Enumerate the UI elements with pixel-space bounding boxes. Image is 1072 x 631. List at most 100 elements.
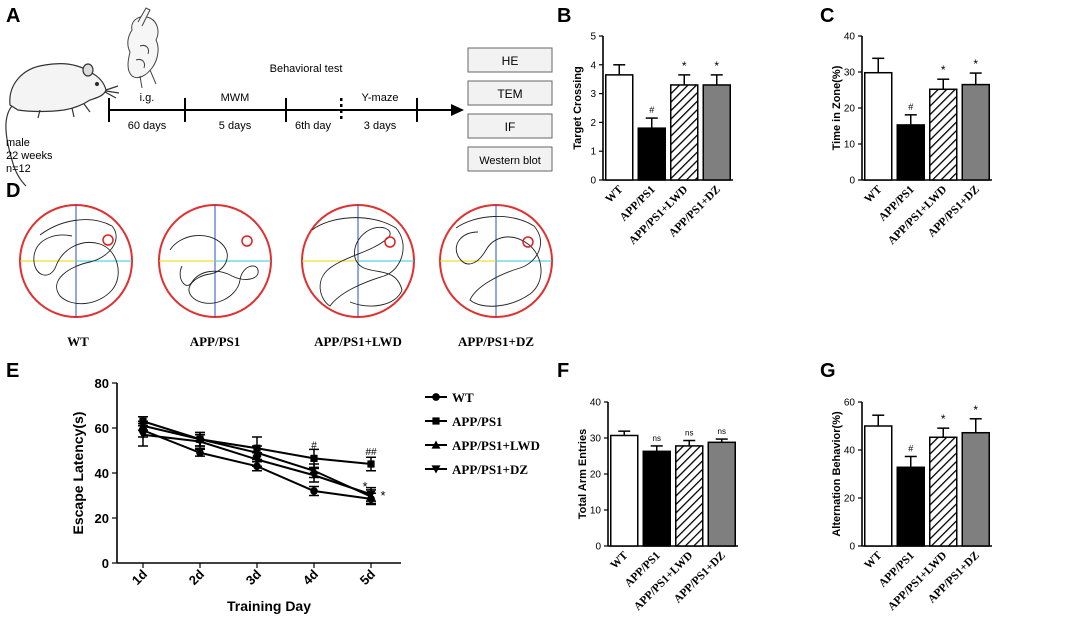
significance-mark: # xyxy=(311,440,317,451)
y-tick-label: 0 xyxy=(849,542,855,553)
y-tick-label: 0 xyxy=(102,556,109,571)
bar-app-ps1 xyxy=(896,466,925,547)
assay-box-he: HE xyxy=(467,47,553,73)
x-tick-label: 4d xyxy=(300,566,321,587)
panel-label-a: A xyxy=(6,5,20,27)
y-tick-label: 30 xyxy=(844,68,856,79)
legend-marker xyxy=(431,465,441,474)
x-axis-label: Training Day xyxy=(227,598,311,614)
series-wt: WT xyxy=(138,390,474,506)
y-tick-label: 40 xyxy=(844,446,856,457)
bar-app-ps1-lwd xyxy=(675,445,704,547)
swim-label-wt: WT xyxy=(67,334,89,349)
swim-label-app-ps1-lwd: APP/PS1+LWD xyxy=(314,334,402,349)
bar-wt xyxy=(864,425,893,547)
panel-label-g: G xyxy=(820,360,836,382)
swim-paths: WT APP/PS1 APP/PS1+LWD APP/PS1+DZ xyxy=(19,204,553,349)
significance-mark: * xyxy=(941,412,946,426)
y-axis-label: Target Crossing xyxy=(572,66,584,150)
assay-he-label: HE xyxy=(502,54,519,68)
swim-pool-app-ps1-dz xyxy=(439,204,553,318)
panel-label-e: E xyxy=(6,360,19,382)
y-tick-label: 30 xyxy=(590,434,602,445)
bar-app-ps1-dz xyxy=(707,441,736,547)
data-point xyxy=(366,490,376,499)
x-tick-label: APP/PS1+LWD xyxy=(886,550,949,613)
significance-mark: * xyxy=(973,57,978,71)
swim-label-app-ps1-dz: APP/PS1+DZ xyxy=(458,334,534,349)
x-tick-label: APP/PS1+LWD xyxy=(627,184,690,247)
bar-app-ps1 xyxy=(642,450,671,547)
segment-4-top: Y-maze xyxy=(362,92,399,104)
bar-app-ps1-dz xyxy=(961,431,990,547)
series-app-ps1-dz: APP/PS1+DZ xyxy=(138,422,528,502)
significance-mark: # xyxy=(908,443,913,453)
bar-app-ps1 xyxy=(896,124,925,181)
data-point xyxy=(196,448,204,457)
y-tick-label: 40 xyxy=(590,398,602,409)
y-tick-label: 40 xyxy=(844,32,856,43)
y-tick-label: 60 xyxy=(95,421,109,436)
segment-4-bottom: 3 days xyxy=(364,120,397,132)
data-point xyxy=(310,454,318,462)
y-tick-label: 60 xyxy=(844,398,856,409)
legend-marker xyxy=(432,417,440,425)
assay-box-western: Western blot xyxy=(467,146,553,172)
significance-mark: * xyxy=(362,479,367,494)
legend-marker xyxy=(431,440,441,449)
bar-wt xyxy=(610,434,639,547)
bar-wt xyxy=(864,71,893,181)
series-app-ps1: APP/PS1 xyxy=(138,414,503,472)
data-point xyxy=(310,487,318,495)
significance-mark: ns xyxy=(653,434,661,443)
y-axis-label: Time in Zone(%) xyxy=(831,65,843,150)
segment-2-top: MWM xyxy=(221,92,250,104)
panel-label-d: D xyxy=(6,180,20,202)
data-point xyxy=(367,460,375,468)
mouse-icon xyxy=(5,63,120,187)
mouse-caption-1: male xyxy=(6,137,30,149)
mouse-caption-2: 22 weeks xyxy=(6,150,53,162)
timeline-dotted-tick xyxy=(340,98,343,119)
significance-mark: * xyxy=(973,403,978,417)
segment-1-top: i.g. xyxy=(140,92,155,104)
significance-mark: ## xyxy=(365,447,377,458)
bar-app-ps1-lwd xyxy=(670,84,699,181)
gavage-hand-icon xyxy=(127,7,159,89)
significance-mark: * xyxy=(941,63,946,77)
x-tick-label: WT xyxy=(608,549,630,571)
y-tick-label: 20 xyxy=(590,470,602,481)
bar-wt xyxy=(605,74,634,181)
data-point xyxy=(309,471,319,480)
timeline-arrowhead xyxy=(451,104,464,116)
assay-box-if: IF xyxy=(467,113,553,139)
y-tick-label: 80 xyxy=(95,376,109,391)
data-point xyxy=(252,455,262,464)
y-axis-label: Total Arm Entries xyxy=(577,429,589,519)
mouse-caption-3: n=12 xyxy=(6,163,31,175)
significance-mark: * xyxy=(682,59,687,73)
y-tick-label: 20 xyxy=(844,494,856,505)
y-tick-label: 2 xyxy=(590,118,596,129)
x-tick-label: APP/PS1+LWD xyxy=(886,184,949,247)
y-tick-label: 20 xyxy=(844,104,856,115)
segment-3-bottom: 6th day xyxy=(295,120,332,132)
x-tick-label: 1d xyxy=(129,566,150,587)
legend-label: APP/PS1+LWD xyxy=(452,438,540,453)
assay-box-tem: TEM xyxy=(467,80,553,106)
swim-pool-wt xyxy=(19,204,133,318)
y-axis-label: Escape Latency(s) xyxy=(70,412,86,535)
data-point xyxy=(138,431,148,440)
segment-2-bottom: 5 days xyxy=(219,120,252,132)
chart-escape-latency: 0 20 40 60 80 Escape Latency(s) 1d 2d 3d 4d 5d Trai… xyxy=(70,376,540,614)
segment-1-bottom: 60 days xyxy=(128,120,167,132)
experimental-design: male 22 weeks n=12 Behavioral test i.g. … xyxy=(5,7,553,187)
y-tick-label: 3 xyxy=(590,89,596,100)
behavioral-test-title: Behavioral test xyxy=(270,63,343,75)
x-tick-label: 5d xyxy=(357,566,378,587)
